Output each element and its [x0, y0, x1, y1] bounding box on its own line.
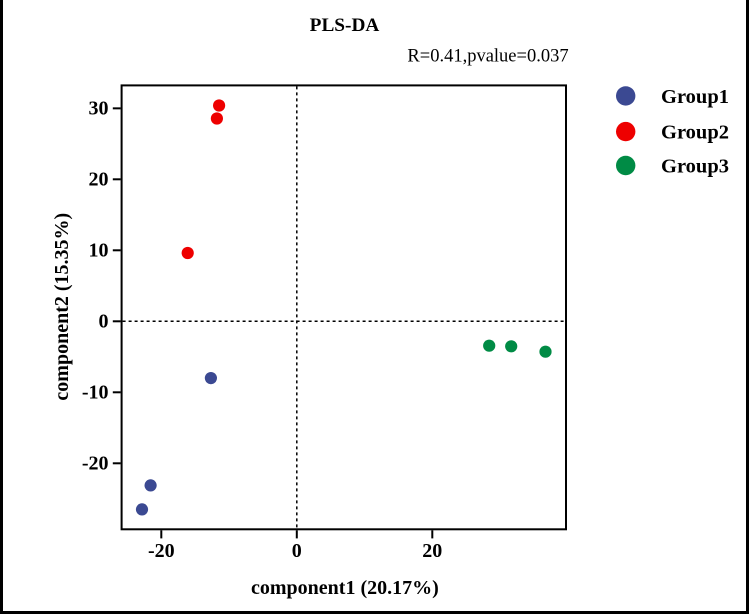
- svg-text:Group3: Group3: [661, 156, 729, 178]
- svg-text:component2 (15.35%): component2 (15.35%): [51, 213, 73, 401]
- svg-text:20: 20: [422, 540, 442, 562]
- svg-text:-10: -10: [82, 382, 109, 404]
- svg-text:component1 (20.17%): component1 (20.17%): [251, 577, 439, 599]
- svg-text:-20: -20: [82, 453, 109, 475]
- svg-text:Group1: Group1: [661, 86, 729, 108]
- svg-text:R=0.41,pvalue=0.037: R=0.41,pvalue=0.037: [407, 46, 568, 66]
- svg-text:30: 30: [89, 98, 109, 120]
- svg-text:0: 0: [292, 540, 302, 562]
- svg-text:PLS-DA: PLS-DA: [310, 15, 380, 36]
- svg-text:20: 20: [89, 169, 109, 191]
- svg-text:10: 10: [89, 240, 109, 262]
- svg-text:0: 0: [99, 311, 109, 333]
- svg-text:-20: -20: [148, 540, 175, 562]
- svg-text:Group2: Group2: [661, 122, 729, 144]
